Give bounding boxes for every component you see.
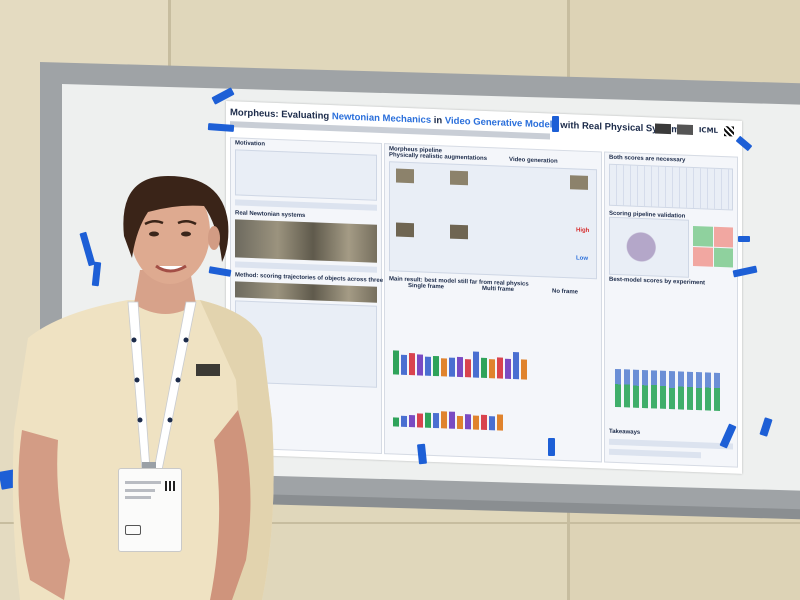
tape <box>552 116 559 132</box>
lanyard-logo <box>137 417 143 423</box>
lanyard-logo <box>167 417 173 423</box>
badge-qr-icon <box>165 481 175 491</box>
presenter-shirt-shadow <box>200 300 274 600</box>
lanyard-logo <box>175 377 181 383</box>
presenter-eyebrow <box>144 220 164 226</box>
presenter-right-arm <box>210 410 251 600</box>
lanyard-clip <box>142 462 156 472</box>
lanyard-logo <box>134 377 140 383</box>
badge-affiliation-line <box>125 496 151 499</box>
presenter-eye <box>149 231 159 237</box>
tape <box>548 438 555 456</box>
presenter-smile <box>155 264 187 273</box>
presenter-eye <box>181 231 191 237</box>
tape <box>738 236 750 242</box>
shirt-logo <box>196 364 220 376</box>
presenter-ear <box>208 226 220 250</box>
lanyard-logo <box>131 337 137 343</box>
lanyard-logo <box>183 337 189 343</box>
presenter-hair <box>123 176 229 262</box>
conference-badge <box>118 468 182 552</box>
presenter-left-arm <box>18 430 70 600</box>
badge-affiliation-line <box>125 489 155 492</box>
badge-name-line <box>125 481 161 484</box>
conference-badge-icon <box>125 525 141 535</box>
presenter-eyebrow <box>177 220 197 226</box>
wall-lower-seam <box>0 522 800 524</box>
